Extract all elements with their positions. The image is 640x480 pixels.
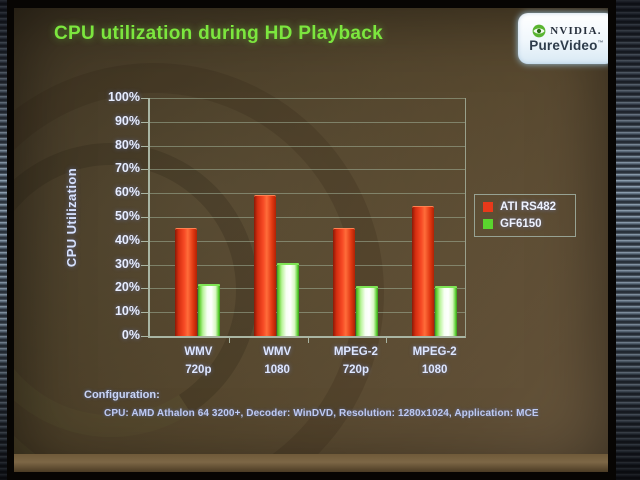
y-axis-tick (141, 193, 148, 195)
gridline (150, 217, 465, 218)
y-tick-label: 90% (114, 113, 140, 128)
gridline (150, 121, 465, 123)
screen-bottom-edge (14, 454, 608, 472)
y-axis-tick (141, 264, 148, 266)
bar-gf6150-wmv-720p (198, 284, 221, 336)
nvidia-eye-icon (532, 24, 546, 38)
wall-stripes-right (616, 0, 640, 480)
y-axis-tick (141, 98, 148, 99)
y-axis-tick (141, 145, 148, 147)
x-axis-label: WMV 720p (184, 346, 213, 376)
x-axis-tick (386, 337, 388, 343)
y-axis-tick (141, 121, 148, 123)
y-axis-tick (141, 336, 148, 337)
chart-legend: ATI RS482 GF6150 (474, 194, 576, 237)
x-axis-label: WMV 1080 (263, 346, 292, 376)
gridline (150, 312, 465, 314)
bar-gf6150-mpeg-2-1080 (434, 286, 457, 336)
y-tick-label: 10% (114, 304, 140, 319)
y-axis-tick (141, 240, 148, 242)
x-axis-label: MPEG-2 720p (333, 346, 378, 376)
plot-area: WMV 720p WMV 1080 MPEG-2 720p MPEG-2 1080 (141, 98, 466, 376)
y-tick-label: 70% (114, 161, 140, 176)
y-tick-label: 20% (114, 280, 140, 295)
bar-ati-rs482-wmv-720p (175, 227, 198, 336)
bar-gf6150-mpeg-2-720p (355, 286, 378, 336)
legend-item: GF6150 (483, 218, 567, 230)
gridline (150, 98, 465, 99)
gridline (150, 240, 465, 242)
configuration-details: CPU: AMD Athalon 64 3200+, Decoder: WinD… (104, 408, 539, 419)
legend-swatch-ati-rs482 (483, 202, 493, 212)
legend-item: ATI RS482 (483, 201, 567, 213)
nvidia-brand-text: NVIDIA. (550, 25, 602, 38)
y-axis-tick (141, 312, 148, 314)
bar-gf6150-wmv-1080 (277, 262, 300, 336)
y-axis-tick (141, 288, 148, 290)
projected-slide: CPU utilization during HD Playback NVIDI… (14, 8, 608, 472)
gridline (150, 145, 465, 147)
bar-ati-rs482-mpeg-2-720p (332, 227, 355, 336)
y-axis-tick-labels: 0% 10% 20% 30% 40% 50% 60% 70% 80% 90% 100% (80, 90, 140, 342)
wall-stripes-left (0, 0, 7, 480)
x-axis-tick (307, 337, 309, 343)
gridline (150, 264, 465, 266)
y-axis-tick (141, 217, 148, 218)
bar-ati-rs482-wmv-1080 (254, 194, 277, 336)
gridline (150, 288, 465, 290)
y-axis-tick (141, 169, 148, 171)
y-tick-label: 30% (114, 256, 140, 271)
y-tick-label: 50% (114, 209, 140, 223)
bar-ati-rs482-mpeg-2-1080 (411, 206, 434, 336)
trademark-symbol: ™ (597, 40, 604, 47)
x-axis-tick (228, 337, 230, 343)
legend-swatch-gf6150 (483, 219, 493, 229)
x-axis-label: MPEG-2 1080 (412, 346, 457, 376)
y-tick-label: 40% (114, 232, 140, 247)
gridline (150, 169, 465, 171)
y-tick-label: 80% (114, 137, 140, 152)
y-tick-label: 100% (108, 90, 140, 104)
nvidia-purevideo-badge: NVIDIA. PureVideo™ (518, 13, 608, 64)
y-tick-label: 0% (121, 328, 140, 342)
legend-label: ATI RS482 (500, 201, 557, 213)
gridline (150, 193, 465, 195)
legend-label: GF6150 (500, 218, 542, 230)
y-tick-label: 60% (114, 185, 140, 200)
configuration-heading: Configuration: (84, 389, 160, 401)
slide-title: CPU utilization during HD Playback (54, 23, 384, 44)
purevideo-text: PureVideo™ (529, 38, 604, 54)
